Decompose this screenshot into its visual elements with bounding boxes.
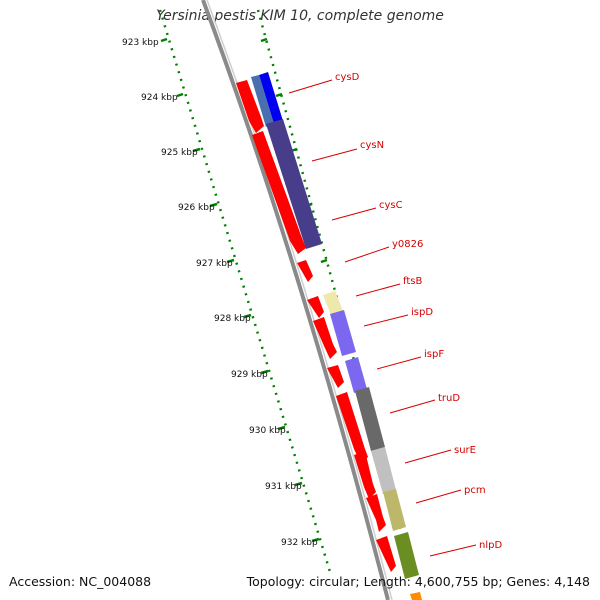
- gene-arrow: [236, 80, 264, 133]
- gene-arrow: [327, 365, 344, 388]
- gene-box-truD: [355, 387, 385, 451]
- tick-mark: [192, 147, 201, 153]
- tick-mark: [209, 202, 218, 208]
- leader-line: [331, 207, 377, 221]
- gene-label-cysN: cysN: [360, 140, 384, 151]
- gene-label-ispF: ispF: [424, 349, 444, 360]
- gene-arrow: [376, 536, 396, 572]
- inner-ruler-line: [256, 9, 414, 573]
- leader-line: [363, 314, 409, 327]
- backbone-shadow: [206, 0, 393, 600]
- ruler-dots: [158, 9, 414, 573]
- accession-text: Accession: NC_004088: [9, 574, 152, 589]
- map-title: Yersinia pestis KIM 10, complete genome: [156, 8, 444, 24]
- tick-mark: [160, 37, 168, 43]
- gene-box-ispF: [345, 357, 367, 393]
- tick-label: 929 kbp: [231, 370, 268, 380]
- tick-mark: [311, 537, 320, 543]
- gene-box-cysD: [259, 72, 283, 124]
- gene-label-truD: truD: [438, 393, 460, 404]
- leader-line: [355, 283, 401, 297]
- gene-box-surE: [371, 447, 396, 494]
- gene-label-nlpD: nlpD: [479, 540, 502, 551]
- gene-label-y0826: y0826: [392, 239, 423, 250]
- tick-label: 928 kbp: [214, 314, 251, 324]
- tick-mark: [260, 37, 268, 43]
- gene-arrow: [313, 317, 337, 359]
- genome-summary-text: Topology: circular; Length: 4,600,755 bp…: [246, 574, 590, 589]
- gene-arrow: [252, 131, 306, 254]
- gene-box-ispD: [330, 310, 356, 356]
- leader-line: [429, 544, 477, 557]
- tick-label: 931 kbp: [265, 482, 302, 492]
- leader-line: [376, 356, 422, 370]
- gene-label-ispD: ispD: [411, 307, 433, 318]
- gene-box-ftsB: [323, 291, 343, 315]
- tick-mark: [226, 258, 235, 264]
- tick-label: 932 kbp: [281, 538, 318, 548]
- tick-mark: [294, 481, 303, 487]
- leader-line: [288, 79, 333, 94]
- tick-mark: [320, 258, 328, 264]
- tick-label: 930 kbp: [249, 426, 286, 436]
- tick-mark: [243, 313, 252, 319]
- leader-line: [404, 449, 452, 464]
- gene-box-pcm: [383, 489, 406, 531]
- gene-box-nlpD: [394, 532, 419, 579]
- gene-box-next: [410, 592, 422, 600]
- gene-box-cysN: [266, 119, 322, 249]
- tick-label: 923 kbp: [122, 38, 159, 48]
- gene-label-pcm: pcm: [464, 485, 486, 496]
- forward-genes: [236, 80, 396, 572]
- cog-boxes: [251, 72, 422, 600]
- tick-label: 926 kbp: [178, 203, 215, 213]
- gene-box-cysD-shade: [251, 75, 274, 127]
- gene-arrow: [297, 260, 313, 282]
- leader-lines: [288, 79, 477, 557]
- gene-arrow: [354, 451, 376, 499]
- tick-label: 927 kbp: [196, 259, 233, 269]
- tick-mark: [260, 369, 269, 375]
- tick-mark: [277, 425, 286, 431]
- tick-labels: 923 kbp 924 kbp 925 kbp 926 kbp 927 kbp …: [122, 38, 318, 548]
- gene-label-surE: surE: [454, 445, 476, 456]
- tick-label: 924 kbp: [141, 93, 178, 103]
- gene-arrow: [366, 494, 386, 532]
- gene-arrow: [336, 392, 368, 464]
- leader-line: [344, 246, 390, 263]
- leader-line: [311, 148, 358, 162]
- tick-mark: [176, 92, 184, 98]
- leader-line: [415, 489, 462, 504]
- tick-mark: [275, 92, 283, 98]
- tick-label: 925 kbp: [161, 148, 198, 158]
- leader-line: [389, 399, 436, 414]
- gene-label-cysD: cysD: [335, 72, 360, 83]
- gene-label-cysC: cysC: [379, 200, 403, 211]
- genome-backbone: [201, 0, 390, 600]
- gene-arrow: [307, 296, 324, 318]
- outer-ruler-line: [158, 9, 332, 573]
- gene-label-ftsB: ftsB: [403, 276, 422, 287]
- gene-labels: cysD cysN cysC y0826 ftsB ispD ispF truD…: [335, 72, 502, 551]
